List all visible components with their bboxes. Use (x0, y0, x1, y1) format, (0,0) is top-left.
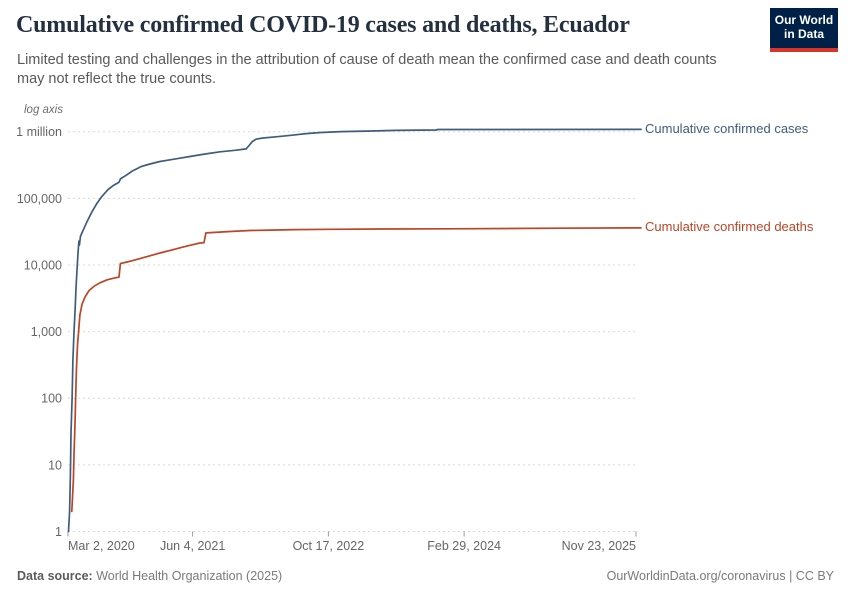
owid-logo-line1: Our World (774, 13, 834, 28)
series-label-cases[interactable]: Cumulative confirmed cases (645, 120, 809, 136)
chart-subtitle: Limited testing and challenges in the at… (17, 52, 717, 88)
y-tick-label: 100 (41, 392, 62, 406)
chart-footer: Data source: World Health Organization (… (17, 569, 834, 583)
data-source-value: World Health Organization (2025) (96, 569, 283, 583)
owid-logo-line2: in Data (783, 27, 824, 41)
y-tick-label: 1 million (16, 125, 62, 139)
license-link[interactable]: OurWorldinData.org/coronavirus | CC BY (606, 569, 834, 583)
page-title: Cumulative confirmed COVID-19 cases and … (16, 12, 630, 38)
y-tick-label: 1,000 (31, 325, 62, 339)
x-tick-label: Jun 4, 2021 (160, 539, 225, 553)
x-tick-label: Mar 2, 2020 (68, 539, 135, 553)
series-line-deaths[interactable] (70, 227, 642, 513)
y-tick-label: 10 (48, 458, 62, 472)
series-line-cases[interactable] (67, 128, 642, 533)
log-axis-toggle[interactable]: log axis (24, 104, 63, 116)
series-label-deaths[interactable]: Cumulative confirmed deaths (645, 219, 814, 235)
y-tick-label: 10,000 (24, 258, 62, 272)
x-tick-label: Feb 29, 2024 (427, 539, 501, 553)
x-tick-label: Oct 17, 2022 (293, 539, 365, 553)
y-tick-label: 1 (55, 525, 62, 539)
owid-logo[interactable]: Our World in Data (770, 8, 838, 52)
x-tick-label: Nov 23, 2025 (562, 539, 636, 553)
data-source-label: Data source: (17, 569, 93, 583)
y-tick-label: 100,000 (17, 192, 62, 206)
data-source: Data source: World Health Organization (… (17, 569, 282, 583)
